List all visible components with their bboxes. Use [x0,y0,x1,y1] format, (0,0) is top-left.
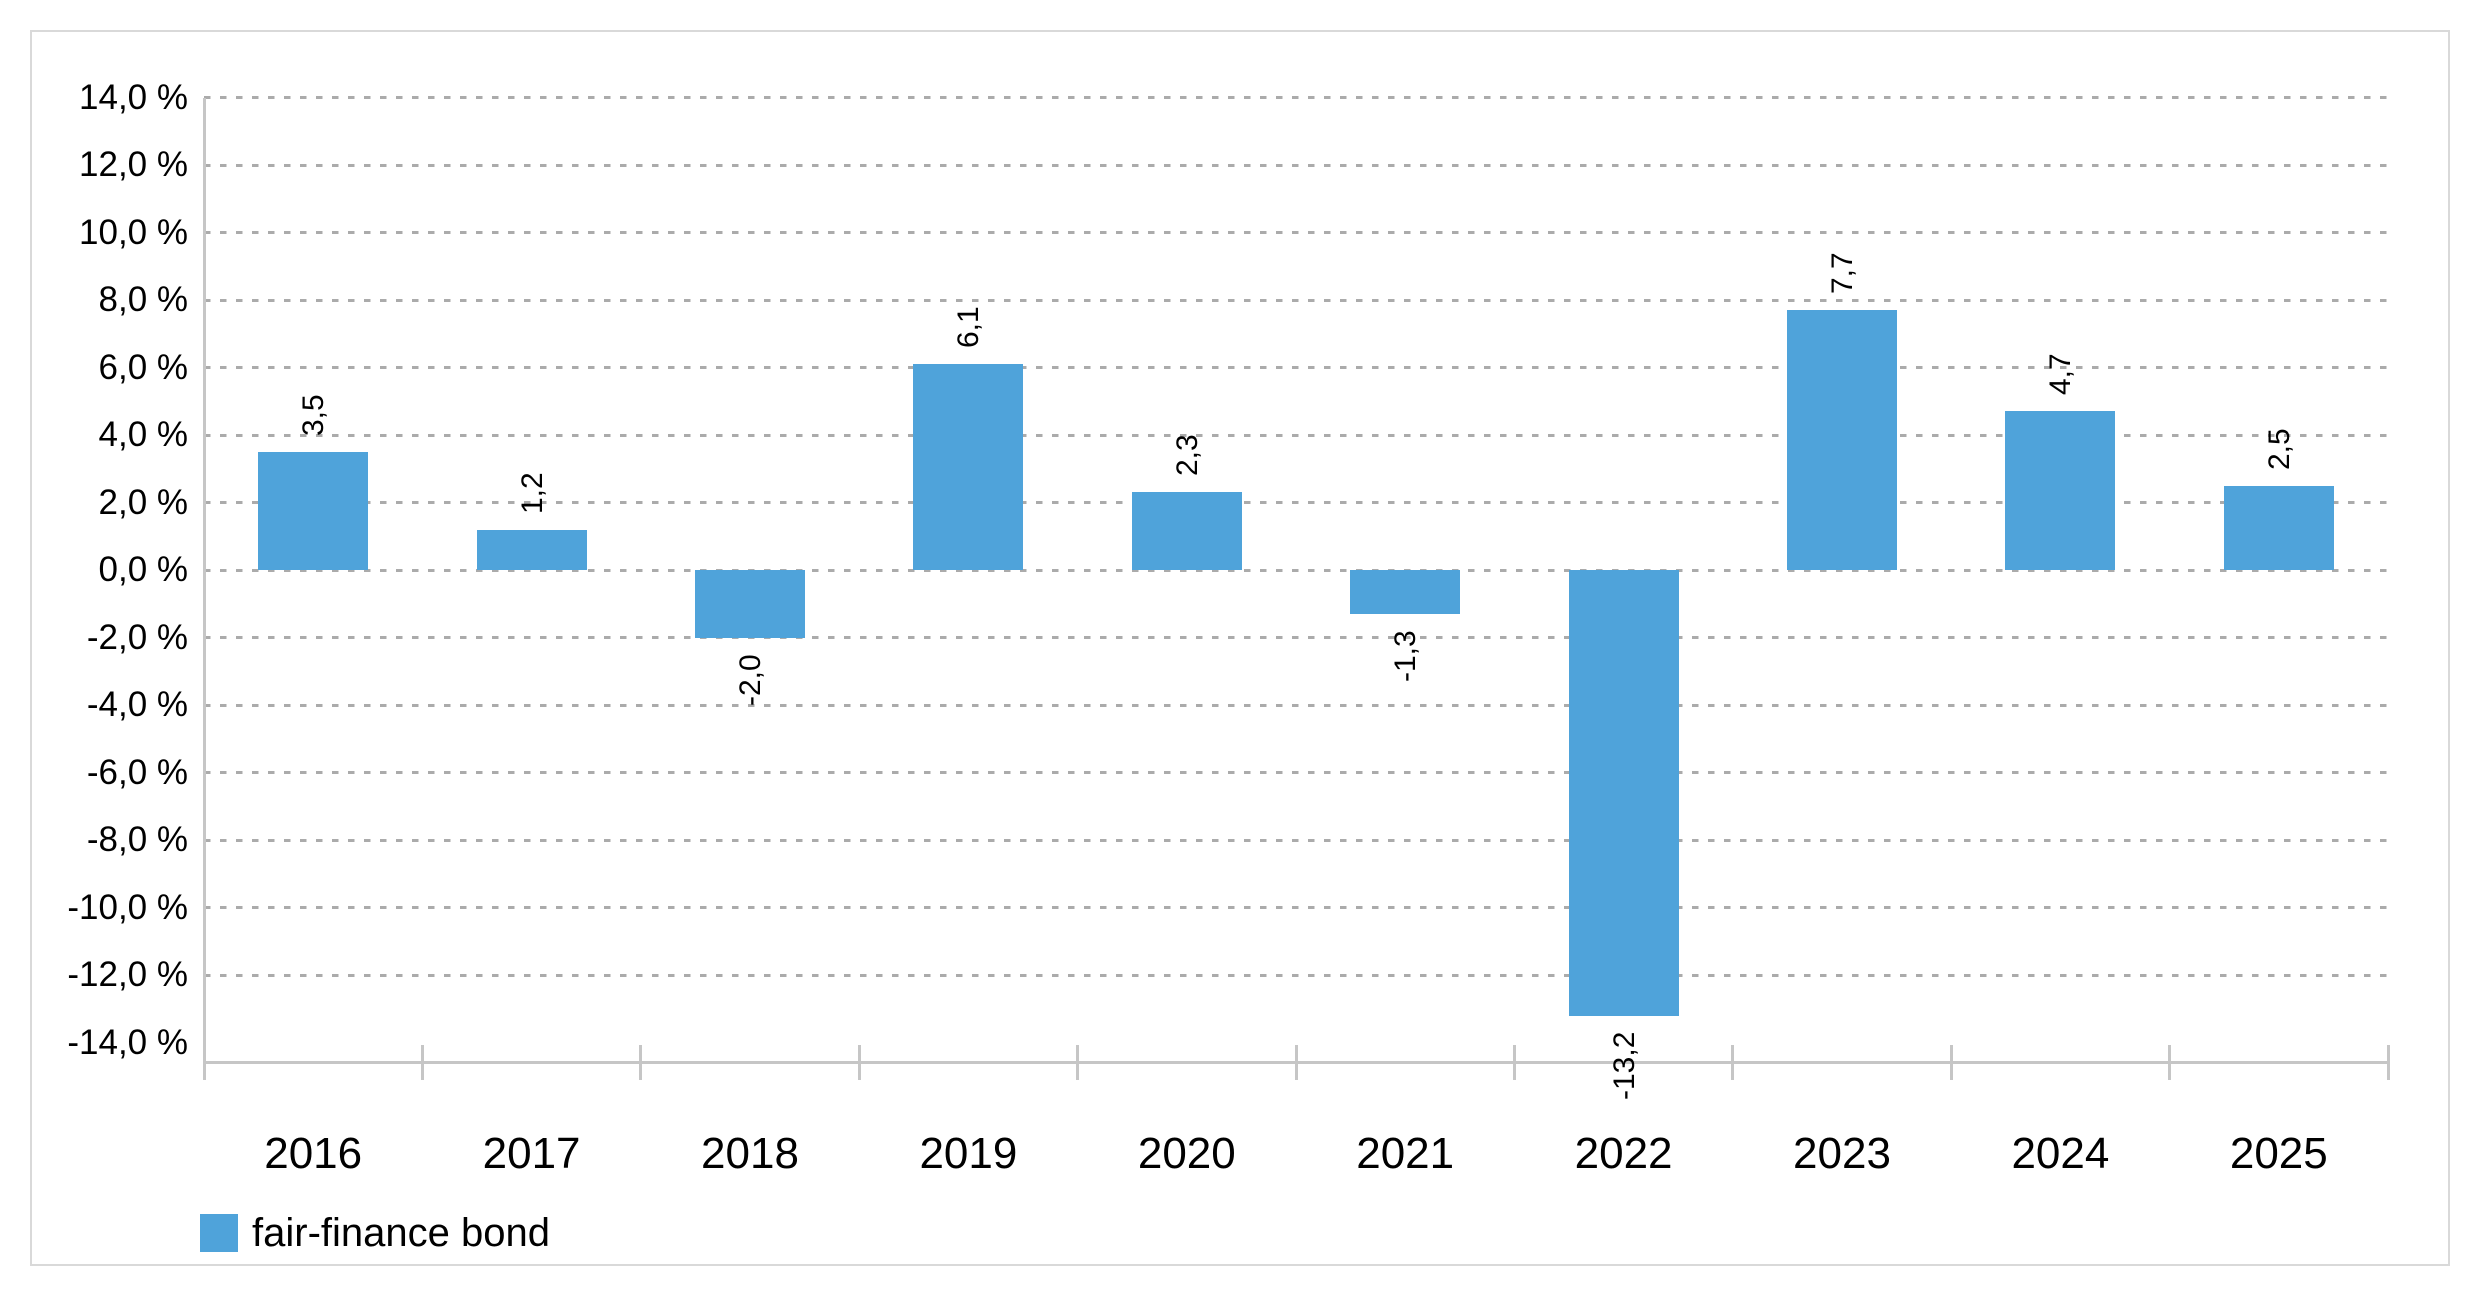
bar [258,451,369,570]
y-axis-label: -14,0 % [67,1022,188,1062]
bar [2223,485,2334,570]
x-axis-tick [1294,1045,1298,1080]
y-axis-label: 4,0 % [98,415,189,454]
y-axis-label: -8,0 % [86,820,188,859]
bar-value-label: 7,7 [1826,252,1859,295]
y-axis-label: 12,0 % [79,145,188,184]
y-axis-label: -6,0 % [86,752,188,792]
x-axis-label: 2020 [1137,1129,1236,1178]
bar [913,364,1024,570]
gridline [204,973,2388,977]
y-axis-label: 14,0 % [79,77,188,117]
x-axis-tick [420,1045,424,1080]
bar-value-label: 1,2 [515,471,549,514]
gridline [204,703,2388,707]
bar [695,570,805,638]
bar-value-label: 3,5 [297,394,331,436]
y-axis-label: -2,0 % [86,617,188,657]
gridline [204,433,2388,437]
gridline [204,771,2388,774]
bar [476,529,587,570]
x-axis-tick [1731,1045,1735,1080]
bar-value-label: 6,1 [952,306,986,349]
bar-value-label: 2,5 [2262,427,2296,470]
x-axis-label: 2018 [701,1129,799,1178]
gridline [204,96,2388,99]
gridline [204,906,2388,909]
gridline [204,568,2388,572]
x-axis-tick [857,1045,861,1080]
x-axis-tick [2386,1045,2390,1080]
legend-swatch [200,1213,238,1252]
bar-value-label: -13,2 [1607,1031,1641,1100]
bar [1568,570,1679,1016]
y-axis-label: 10,0 % [79,212,188,252]
x-axis-tick [2168,1045,2172,1080]
gridline [204,636,2388,639]
x-axis-tick [1949,1045,1953,1080]
x-axis-label: 2021 [1356,1129,1455,1178]
gridline [204,838,2388,842]
y-axis-line [202,98,206,1080]
gridline [204,366,2388,369]
y-axis-label: 2,0 % [98,482,189,522]
x-axis-label: 2016 [264,1129,363,1178]
bar [1787,310,1897,570]
gridline [204,231,2388,234]
x-axis-label: 2017 [482,1129,581,1178]
gridline [204,501,2388,504]
bar [1350,570,1461,614]
bar-value-label: 2,3 [1170,434,1204,477]
y-axis-label: 8,0 % [98,280,189,319]
y-axis-label: -12,0 % [67,955,188,994]
x-axis-label: 2019 [919,1129,1018,1178]
x-axis-label: 2024 [2011,1129,2110,1178]
bar [2005,411,2116,570]
bar-value-label: -2,0 [734,653,767,706]
y-axis-label: 0,0 % [98,550,189,589]
y-axis-label: 6,0 % [98,347,189,387]
y-axis-label: -4,0 % [86,685,188,724]
bar-value-label: 4,7 [2044,353,2078,396]
y-axis-label: -10,0 % [67,887,188,927]
bar [1131,492,1242,570]
legend-label: fair-finance bond [252,1210,550,1255]
gridline [204,298,2388,302]
x-axis-label: 2025 [2229,1129,2328,1178]
x-axis-tick [1512,1045,1516,1080]
x-axis-label: 2023 [1793,1129,1891,1178]
x-axis-tick [639,1045,643,1080]
gridline [204,163,2388,167]
chart-card-border [30,30,2450,1266]
legend: fair-finance bond [200,1210,550,1255]
bar-value-label: -1,3 [1389,630,1423,682]
x-axis-tick [1076,1045,1080,1080]
x-axis-label: 2022 [1574,1129,1673,1178]
